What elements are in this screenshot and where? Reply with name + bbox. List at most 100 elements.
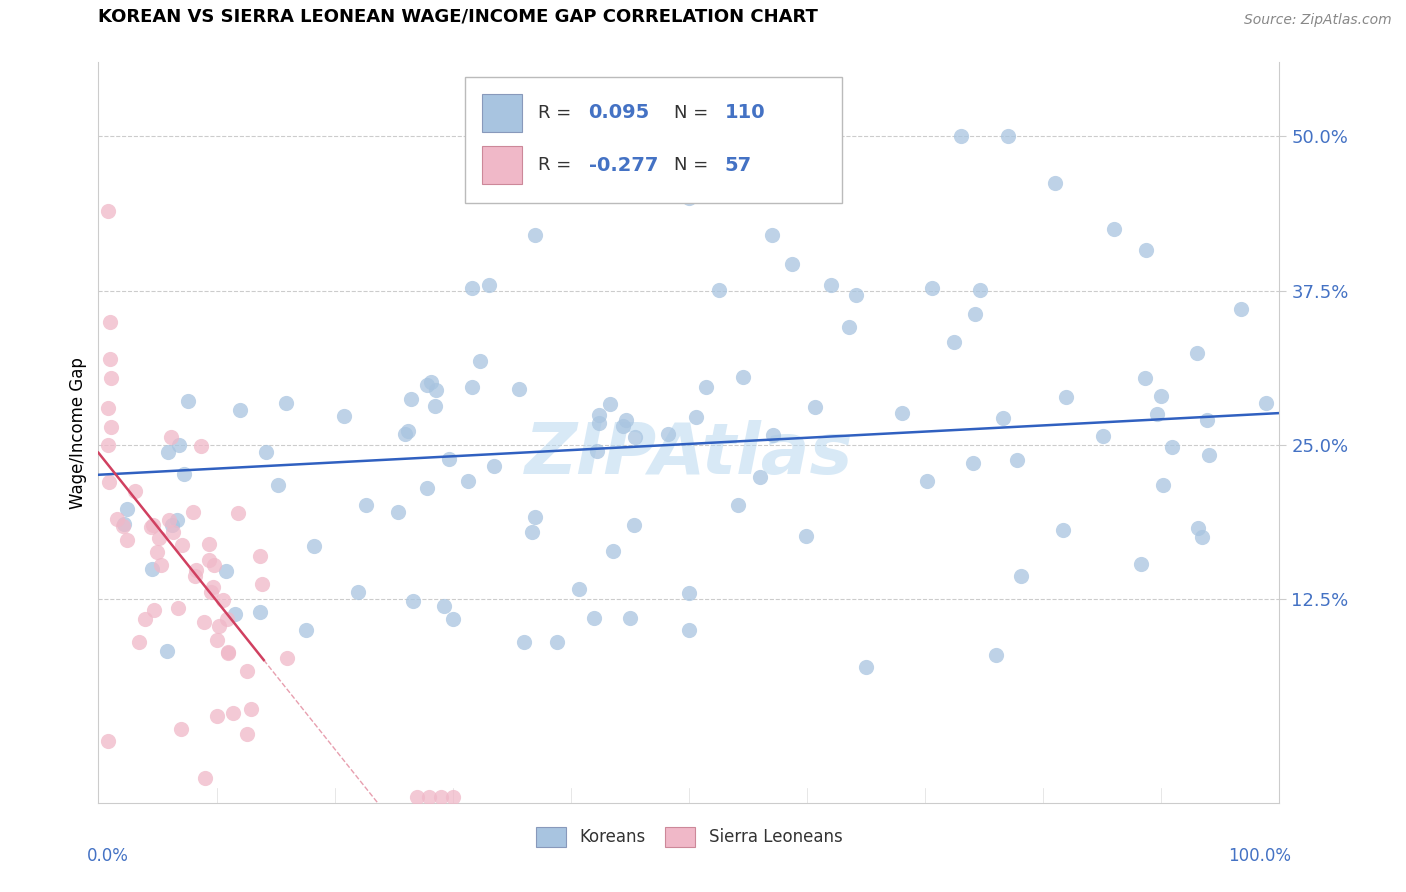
Point [202,581,225,595]
Point [678,191,700,205]
Point [845,288,868,302]
Point [176,393,198,408]
Point [855,660,877,674]
Point [425,383,447,397]
Text: R =: R = [537,156,576,174]
Text: 0.0%: 0.0% [87,847,128,865]
Point [97,203,120,218]
Point [599,397,621,411]
Point [1104,221,1126,235]
Point [678,586,700,600]
Text: 0.095: 0.095 [589,103,650,122]
Point [943,335,966,350]
Point [354,498,377,512]
Point [212,593,235,607]
Point [749,470,772,484]
Point [249,605,271,619]
Point [583,611,606,625]
Point [217,612,239,626]
Point [780,256,803,270]
Point [415,377,437,392]
Point [612,418,634,433]
Point [1130,558,1153,572]
Point [478,278,501,293]
Point [969,283,991,297]
Point [1254,395,1277,409]
FancyBboxPatch shape [482,94,523,132]
Point [468,353,491,368]
Point [193,615,215,630]
Point [98,351,121,366]
Point [838,320,860,334]
Point [157,513,180,527]
Point [387,506,409,520]
Point [97,438,120,452]
Point [112,516,135,531]
Point [921,281,943,295]
Point [1150,389,1173,403]
Point [1052,523,1074,537]
Point [394,426,416,441]
Point [276,395,298,409]
Point [419,375,441,389]
Point [602,544,624,558]
Point [184,568,207,582]
Point [97,401,120,415]
Point [100,420,122,434]
Point [963,307,986,321]
Point [546,635,568,649]
Point [1045,177,1067,191]
Text: 57: 57 [724,155,751,175]
Point [112,518,135,533]
Point [197,537,219,551]
Point [997,129,1019,144]
Point [524,228,547,243]
Point [1135,243,1157,257]
Point [97,734,120,748]
Point [624,430,647,444]
Point [804,401,827,415]
Point [124,484,146,499]
Text: N =: N = [673,104,714,122]
Point [198,553,221,567]
Point [302,539,325,553]
Point [623,517,645,532]
Point [512,635,534,649]
Point [254,445,277,459]
Point [166,513,188,527]
Point [1195,413,1218,427]
Point [167,601,190,615]
Point [170,722,193,736]
FancyBboxPatch shape [464,78,842,203]
Point [173,467,195,481]
Point [115,533,138,548]
Point [1191,530,1213,544]
Point [991,410,1014,425]
Point [461,380,484,394]
Text: 100.0%: 100.0% [1229,847,1291,865]
Point [678,623,700,637]
Text: R =: R = [537,104,576,122]
Point [134,612,156,626]
Point [160,517,183,532]
Point [205,632,228,647]
Point [1133,370,1156,384]
Point [508,382,530,396]
Point [567,582,589,597]
Point [218,644,240,658]
Point [186,563,208,577]
Point [141,562,163,576]
Point [1198,449,1220,463]
Point [588,408,610,422]
Point [707,283,730,297]
Point [159,430,181,444]
Point [202,558,225,572]
Point [585,443,607,458]
Point [1005,453,1028,467]
Point [100,371,122,385]
Point [229,403,252,417]
Point [685,409,707,424]
Point [249,549,271,563]
Point [150,558,173,572]
Point [217,646,239,660]
